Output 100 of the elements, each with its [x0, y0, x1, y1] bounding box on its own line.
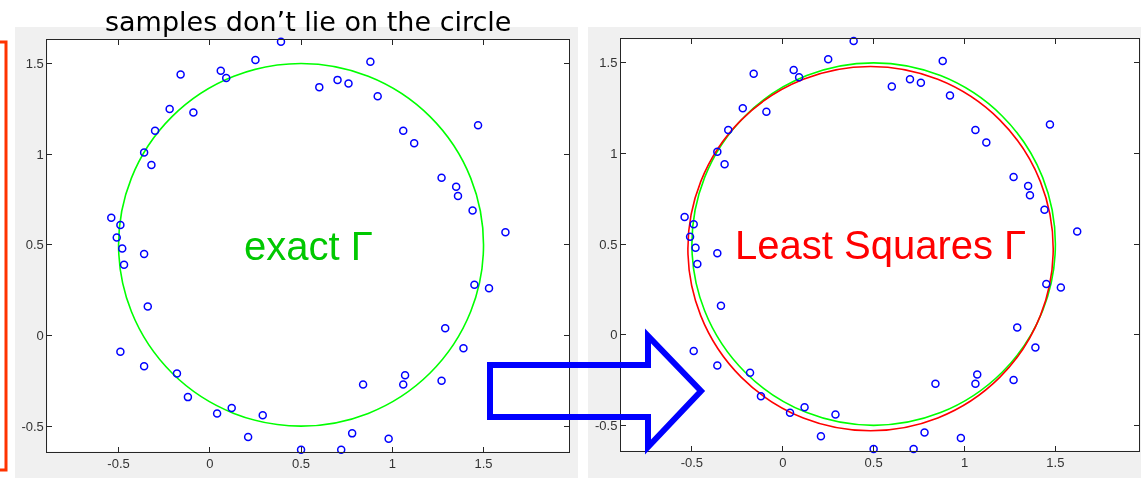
- point: [107, 213, 116, 222]
- point: [1045, 120, 1055, 129]
- point: [315, 82, 324, 92]
- point: [685, 232, 695, 242]
- point: [473, 120, 483, 130]
- point: [172, 369, 182, 378]
- point: [945, 91, 955, 100]
- point: [440, 323, 450, 333]
- point: [1056, 283, 1066, 292]
- point: [116, 347, 125, 357]
- point: [1031, 343, 1040, 352]
- x-tick-label: 1.5: [474, 456, 493, 472]
- point: [143, 302, 153, 311]
- point: [816, 431, 826, 441]
- point: [869, 444, 878, 454]
- point: [982, 138, 991, 147]
- x-tick-label: 0: [779, 455, 787, 471]
- point: [887, 82, 897, 91]
- point: [409, 139, 419, 148]
- point: [147, 160, 156, 170]
- point: [1042, 279, 1051, 289]
- annotation: Least Squares Γ: [735, 223, 1027, 267]
- point: [117, 244, 127, 253]
- point: [916, 78, 926, 88]
- point: [212, 409, 222, 418]
- x-tick-label: 1: [960, 455, 969, 471]
- point: [749, 69, 758, 78]
- point: [849, 36, 858, 46]
- point: [451, 182, 461, 192]
- point: [689, 346, 698, 356]
- point: [972, 370, 982, 379]
- point: [789, 65, 798, 75]
- y-tick-label: 0.5: [599, 236, 618, 252]
- point: [1012, 323, 1022, 332]
- point: [920, 428, 929, 437]
- point: [165, 104, 174, 114]
- x-tick-label: 0.5: [864, 455, 883, 471]
- point: [691, 243, 700, 252]
- point: [785, 408, 795, 417]
- point: [112, 233, 121, 242]
- point: [720, 160, 729, 169]
- point: [139, 362, 149, 371]
- point: [931, 379, 940, 388]
- point: [745, 368, 755, 378]
- point: [453, 191, 463, 201]
- point: [723, 125, 733, 135]
- x-tick-label: -0.5: [680, 455, 704, 471]
- point: [689, 219, 698, 229]
- point: [1040, 205, 1049, 214]
- point: [1009, 172, 1018, 182]
- y-tick-label: 0: [36, 328, 44, 344]
- point: [762, 107, 771, 117]
- point: [470, 280, 479, 289]
- chart-title: samples don’t lie on the circle: [105, 6, 512, 37]
- point: [398, 126, 408, 135]
- y-tick-label: 1: [36, 146, 44, 162]
- point: [713, 147, 722, 156]
- y-tick-label: 1.5: [599, 55, 618, 71]
- point: [971, 125, 980, 135]
- point: [176, 70, 185, 79]
- point: [139, 148, 149, 157]
- point: [680, 212, 689, 222]
- point: [1023, 181, 1033, 191]
- point: [800, 402, 809, 412]
- point: [227, 403, 236, 413]
- point: [251, 55, 260, 65]
- point: [347, 429, 357, 438]
- x-tick-label: -0.5: [107, 456, 130, 472]
- point: [358, 380, 368, 389]
- x-tick-label: 0.5: [292, 456, 311, 472]
- point: [336, 445, 346, 454]
- point: [384, 434, 393, 444]
- point: [398, 380, 408, 389]
- point: [296, 445, 306, 454]
- point: [243, 432, 253, 442]
- point: [183, 392, 193, 402]
- point: [938, 56, 947, 66]
- point: [831, 410, 840, 419]
- point: [971, 379, 980, 388]
- y-tick-label: 1.5: [25, 56, 44, 72]
- point: [823, 54, 833, 64]
- point: [276, 37, 286, 47]
- point: [468, 206, 477, 215]
- point: [713, 361, 722, 370]
- point: [501, 227, 510, 237]
- point: [373, 91, 382, 101]
- point: [716, 301, 726, 310]
- annotation: exact Γ: [244, 224, 373, 268]
- point: [189, 108, 198, 117]
- point: [1072, 227, 1082, 236]
- x-tick-label: 0: [206, 456, 214, 472]
- point: [905, 74, 915, 84]
- point: [119, 260, 129, 270]
- x-tick-label: 1.5: [1046, 455, 1065, 471]
- point: [437, 173, 446, 183]
- point: [258, 410, 267, 420]
- point: [437, 376, 446, 386]
- point: [909, 444, 918, 454]
- point: [150, 126, 160, 135]
- y-tick-label: 0.5: [25, 237, 44, 253]
